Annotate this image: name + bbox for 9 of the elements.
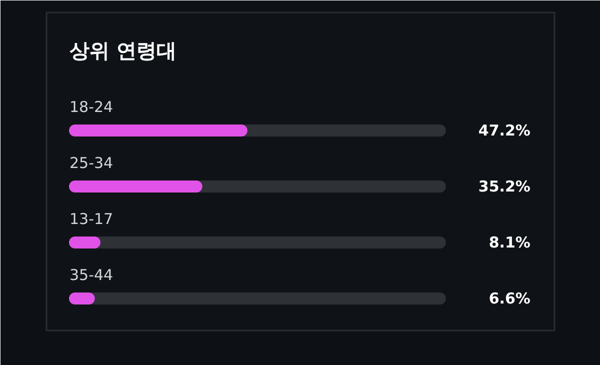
data-label: 35.2% xyxy=(478,178,530,196)
y-tick-label: 18-24 xyxy=(70,98,114,116)
y-tick-label: 13-17 xyxy=(70,210,114,228)
y-tick-label: 25-34 xyxy=(70,154,114,172)
data-label: 8.1% xyxy=(488,234,530,252)
chart-title: 상위 연령대 xyxy=(70,38,176,62)
y-tick-label: 35-44 xyxy=(70,266,114,284)
data-label: 6.6% xyxy=(488,290,530,308)
data-label: 47.2% xyxy=(478,122,530,140)
